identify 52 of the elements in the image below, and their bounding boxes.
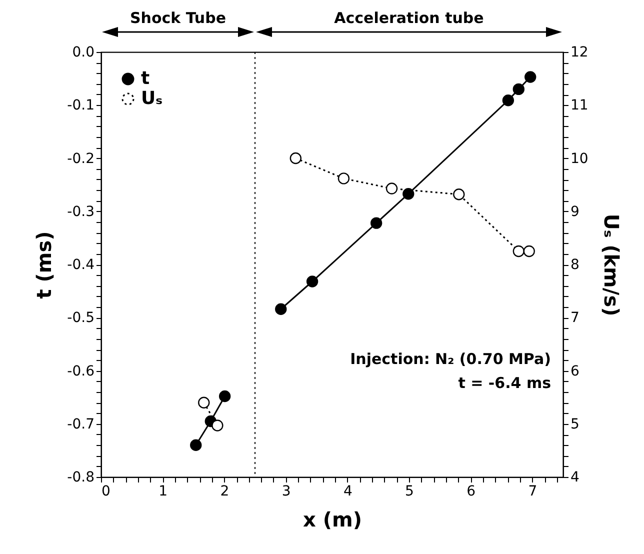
point: [338, 172, 350, 184]
y-tick-label: -0.5: [67, 310, 94, 326]
y2-tick-label: 12: [570, 44, 588, 60]
y-tick-label: -0.4: [67, 257, 95, 273]
y-tick-label: -0.7: [67, 416, 94, 432]
point: [512, 83, 524, 96]
point: [386, 182, 398, 194]
y2-tick-label: 5: [570, 416, 580, 432]
y-tick-label: -0.6: [67, 363, 95, 380]
y2-tick-label: 9: [570, 204, 580, 220]
x-tick-label: 7: [528, 484, 538, 500]
y2-axis-title: Uₛ (km/s): [599, 214, 624, 316]
y-tick-label: -0.3: [67, 204, 94, 220]
x-tick-label: 2: [220, 484, 230, 500]
x-tick-label: 1: [158, 484, 168, 500]
text: Shock Tube: [130, 9, 226, 27]
point: [218, 390, 231, 402]
y2-tick-label: 11: [570, 98, 588, 114]
point: [512, 245, 524, 258]
point: [306, 276, 318, 288]
annotation: t = -6.4 ms: [458, 374, 552, 392]
x-tick-label: 6: [466, 484, 476, 500]
y2-tick-label: 8: [570, 257, 580, 273]
point: [290, 152, 302, 164]
y2-tick-label: 10: [570, 150, 588, 167]
annotation: Injection: N₂ (0.70 MPa): [350, 350, 551, 368]
text: Acceleration tube: [334, 9, 484, 27]
point: [370, 217, 382, 229]
x-tick-label: 5: [405, 484, 414, 500]
y-tick-label: -0.1: [67, 98, 94, 114]
point: [212, 420, 224, 432]
y-tick-label: -0.2: [67, 150, 94, 167]
point: [453, 188, 465, 200]
y2-tick-label: 7: [570, 310, 580, 326]
point: [523, 245, 535, 258]
y2-tick-label: 4: [570, 470, 580, 486]
x-tick-label: 4: [343, 484, 352, 500]
legend-label: t: [141, 68, 150, 89]
point: [402, 188, 414, 200]
y-axis-title: t (ms): [32, 231, 56, 299]
x-tick-label: 3: [282, 484, 291, 500]
point: [190, 439, 202, 451]
legend-label: Uₛ: [141, 88, 163, 109]
y2-tick-label: 6: [570, 363, 580, 380]
y-tick-label: 0.0: [72, 44, 94, 60]
x-axis-title: x (m): [303, 508, 362, 532]
point: [524, 71, 536, 83]
point: [275, 303, 287, 315]
x-tick-label: 0: [102, 484, 110, 500]
point: [198, 396, 210, 408]
y-tick-label: -0.8: [67, 470, 94, 486]
point: [502, 94, 514, 106]
